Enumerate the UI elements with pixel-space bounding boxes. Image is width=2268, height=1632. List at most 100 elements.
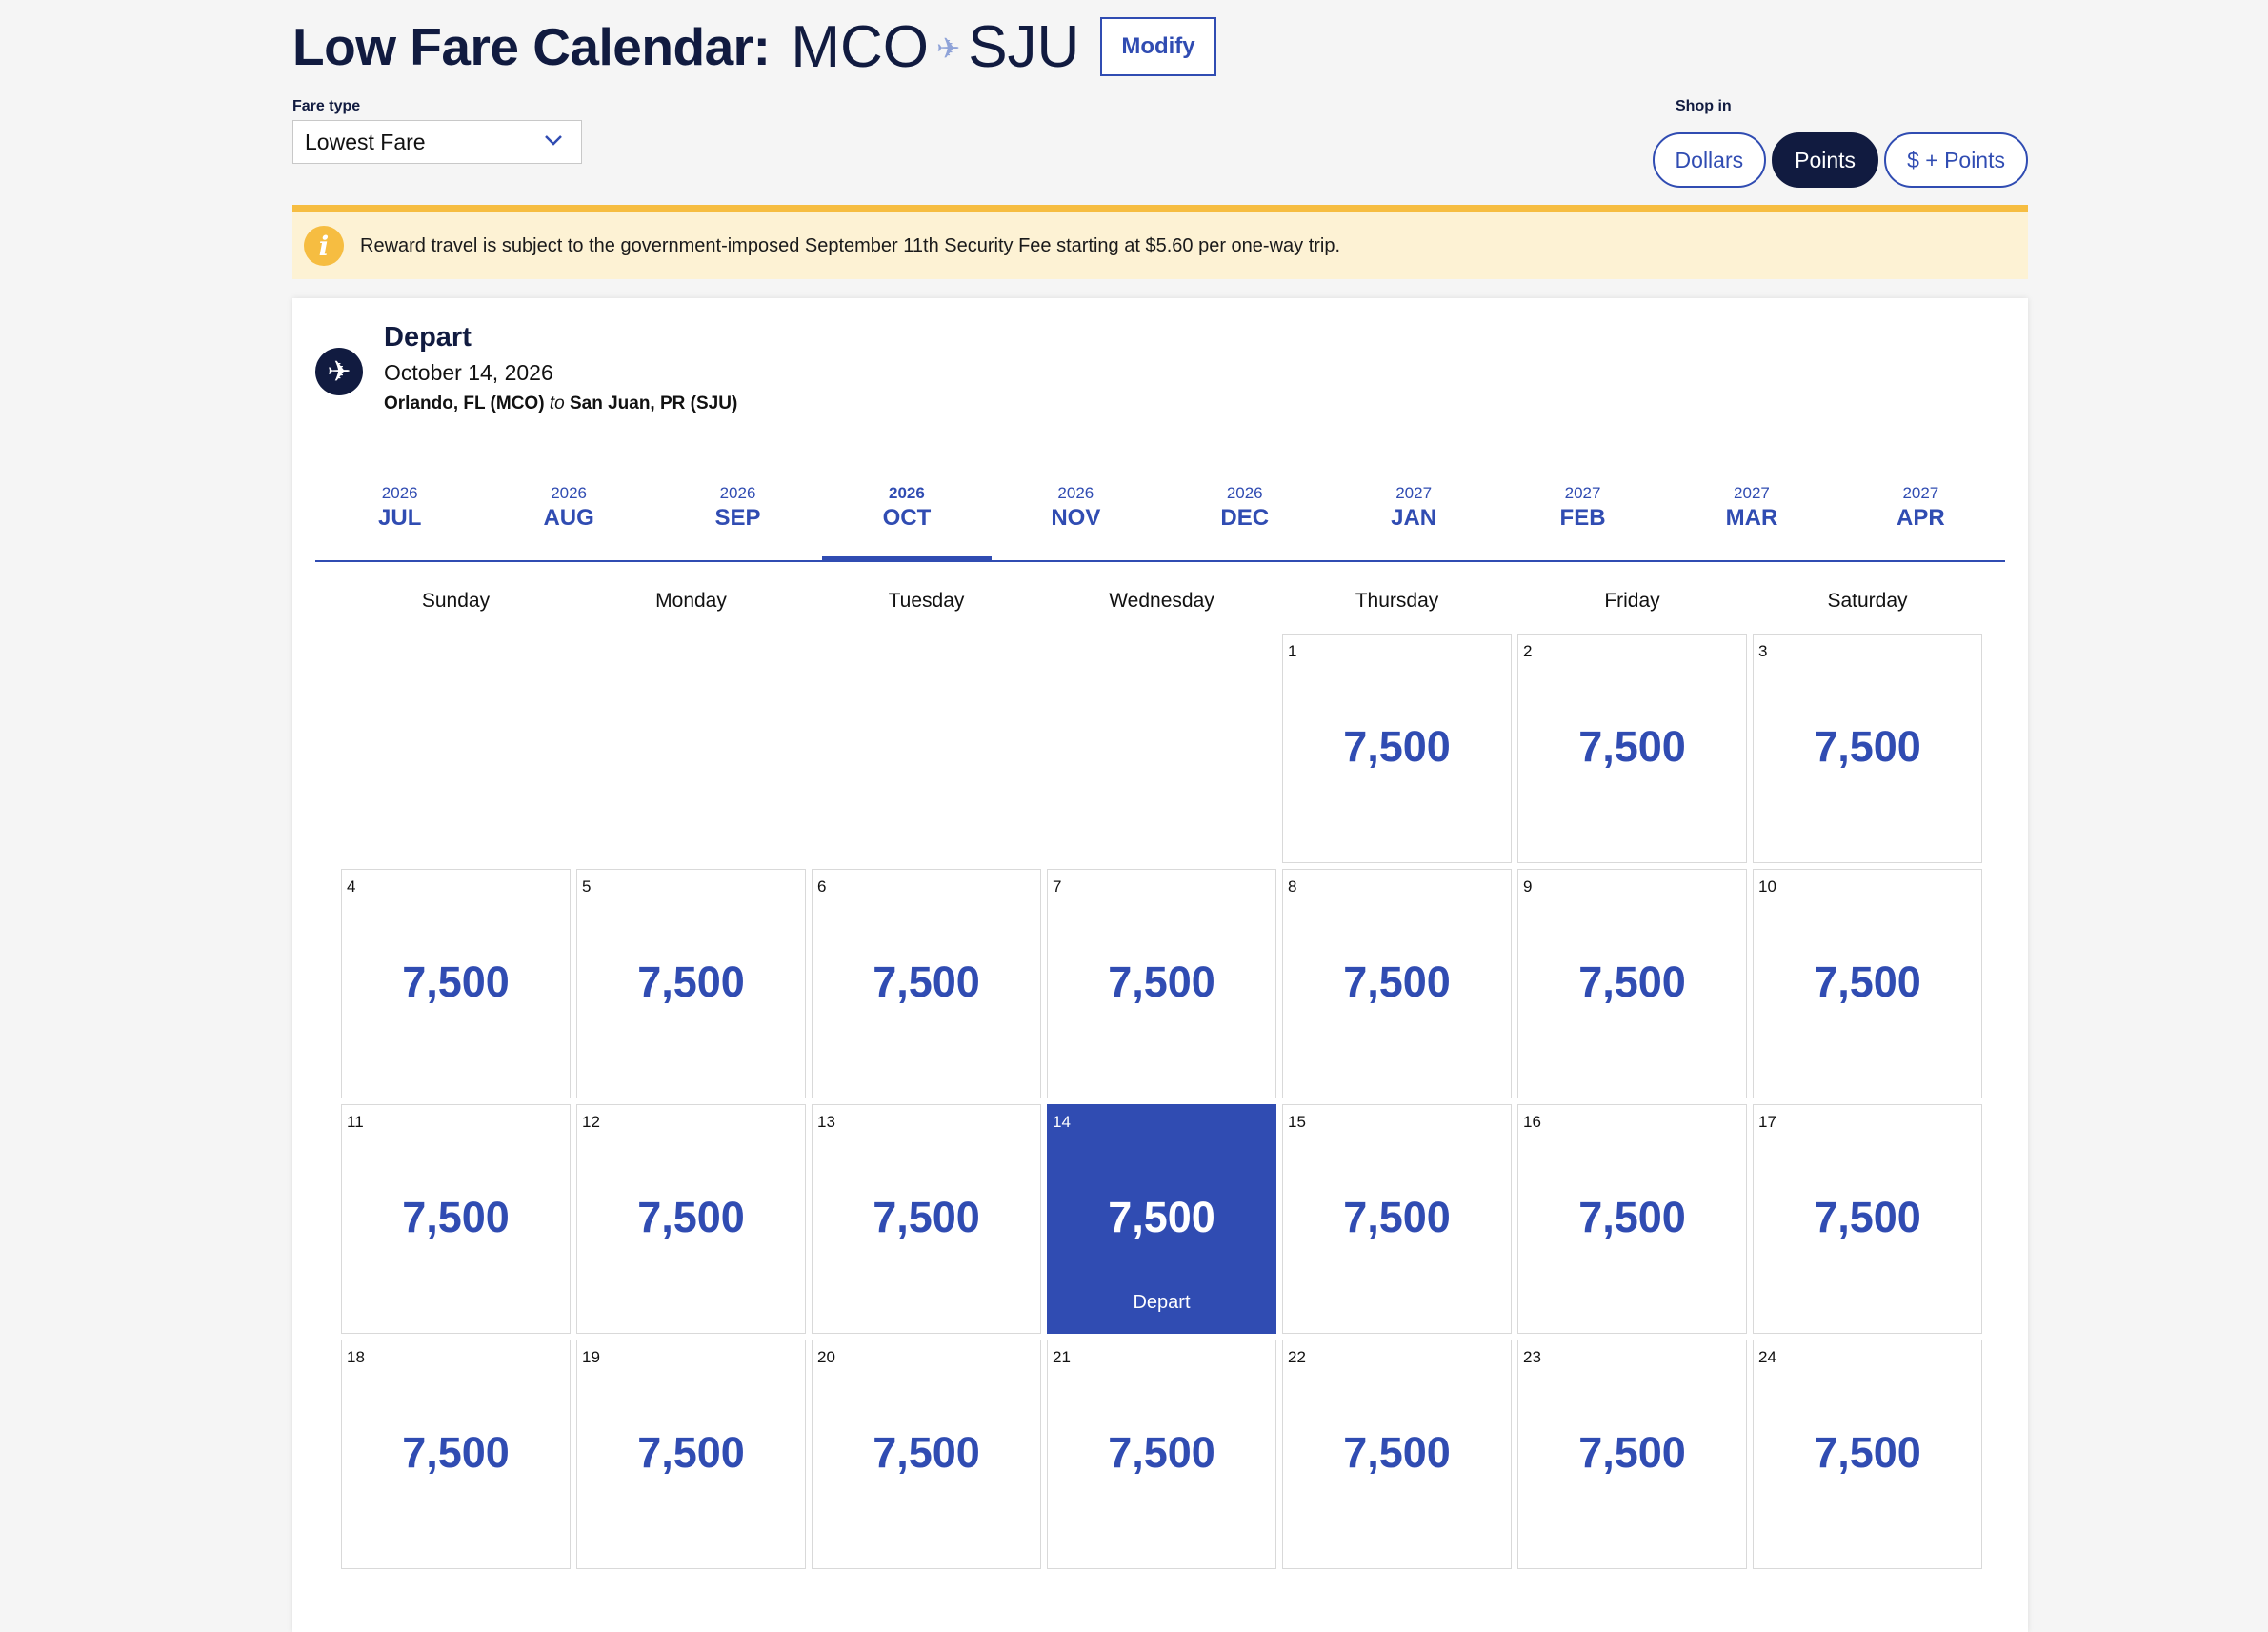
calendar-day-5[interactable]: 5 7,500 [576,869,806,1098]
calendar-day-23[interactable]: 23 7,500 [1517,1340,1747,1569]
shop-in-label: Shop in [1676,98,1732,114]
day-number: 13 [817,1113,835,1131]
tab-feb[interactable]: 2027 FEB [1498,465,1667,560]
calendar-day-1[interactable]: 1 7,500 [1282,634,1512,863]
calendar-day-21[interactable]: 21 7,500 [1047,1340,1276,1569]
calendar-day-11[interactable]: 11 7,500 [341,1104,571,1334]
fare-price: 7,500 [1578,1193,1686,1241]
trip-connector: to [549,393,565,413]
calendar-day-18[interactable]: 18 7,500 [341,1340,571,1569]
tab-month: SEP [714,505,761,531]
selected-day-label: Depart [1133,1292,1191,1313]
calendar-day-19[interactable]: 19 7,500 [576,1340,806,1569]
calendar-day-10[interactable]: 10 7,500 [1753,869,1982,1098]
dollars-plus-points-option[interactable]: $ + Points [1884,132,2028,188]
tab-year: 2026 [719,484,756,502]
tab-aug[interactable]: 2026 AUG [484,465,652,560]
tab-mar[interactable]: 2027 MAR [1667,465,1836,560]
tab-oct[interactable]: 2026 OCT [822,465,993,562]
calendar-day-22[interactable]: 22 7,500 [1282,1340,1512,1569]
fare-price: 7,500 [873,1428,980,1477]
tab-jul[interactable]: 2026 JUL [315,465,484,560]
calendar-day-7[interactable]: 7 7,500 [1047,869,1276,1098]
fare-price: 7,500 [1343,1193,1451,1241]
day-number: 4 [347,877,356,896]
tab-dec[interactable]: 2026 DEC [1160,465,1329,560]
tab-month: APR [1897,505,1945,531]
day-number: 14 [1053,1113,1071,1131]
tab-month: FEB [1559,505,1606,531]
fare-type-value: Lowest Fare [305,129,426,154]
modify-button[interactable]: Modify [1100,17,1216,76]
weekday-sunday: Sunday [421,590,491,612]
trip-to: San Juan, PR (SJU) [569,393,738,413]
calendar-day-15[interactable]: 15 7,500 [1282,1104,1512,1334]
notice-banner: i Reward travel is subject to the govern… [292,205,2028,279]
tab-nov[interactable]: 2026 NOV [992,465,1160,560]
calendar-day-20[interactable]: 20 7,500 [812,1340,1041,1569]
tab-month: AUG [543,505,594,531]
day-number: 9 [1523,877,1533,896]
tab-month: DEC [1220,505,1270,531]
fare-price: 7,500 [402,1428,510,1477]
fare-price: 7,500 [1814,1428,1921,1477]
weekday-monday: Monday [655,590,727,612]
fare-price: 7,500 [1343,1428,1451,1477]
points-option[interactable]: Points [1772,132,1879,188]
month-tabs: 2026 JUL 2026 AUG 2026 SEP 2026 OCT 2026 NOV 2026 D… [315,465,2005,562]
weekday-thursday: Thursday [1355,590,1439,612]
calendar-day-14[interactable]: 14 7,500 Depart [1047,1104,1276,1334]
fare-price: 7,500 [1578,1428,1686,1477]
shop-in-toggle: Dollars Points $ + Points [1652,132,2028,188]
tab-month: JAN [1391,505,1437,531]
calendar-day-4[interactable]: 4 7,500 [341,869,571,1098]
trip-route: Orlando, FL (MCO) to San Juan, PR (SJU) [384,393,737,414]
fare-price: 7,500 [1108,1428,1215,1477]
tab-year: 2026 [1057,484,1094,502]
day-number: 23 [1523,1348,1541,1366]
page-header: Low Fare Calendar: MCO ✈ SJU Modify [292,13,1216,80]
destination-code: SJU [968,13,1080,80]
calendar-day-3[interactable]: 3 7,500 [1753,634,1982,863]
chevron-down-icon [545,135,562,146]
calendar-day-17[interactable]: 17 7,500 [1753,1104,1982,1334]
tab-jan[interactable]: 2027 JAN [1329,465,1497,560]
fare-price: 7,500 [637,1428,745,1477]
tab-sep[interactable]: 2026 SEP [653,465,822,560]
day-number: 5 [582,877,592,896]
calendar-day-24[interactable]: 24 7,500 [1753,1340,1982,1569]
day-number: 19 [582,1348,600,1366]
fare-type-select[interactable]: Lowest Fare [292,120,582,164]
weekday-friday: Friday [1604,590,1660,612]
tab-year: 2027 [1564,484,1601,502]
day-number: 11 [347,1113,364,1131]
tab-year: 2026 [551,484,588,502]
calendar-day-6[interactable]: 6 7,500 [812,869,1041,1098]
airplane-icon: ✈ [936,32,961,65]
weekday-saturday: Saturday [1827,590,1908,612]
day-number: 24 [1758,1348,1776,1366]
fare-type-label: Fare type [292,98,361,114]
weekday-tuesday: Tuesday [888,590,965,612]
day-number: 2 [1523,642,1533,660]
day-number: 18 [347,1348,365,1366]
day-number: 7 [1053,877,1062,896]
day-number: 20 [817,1348,835,1366]
day-number: 12 [582,1113,600,1131]
calendar-day-12[interactable]: 12 7,500 [576,1104,806,1334]
dollars-option[interactable]: Dollars [1652,132,1767,188]
fare-price: 7,500 [1108,957,1215,1006]
calendar-day-9[interactable]: 9 7,500 [1517,869,1747,1098]
fare-price: 7,500 [1578,957,1686,1006]
tab-apr[interactable]: 2027 APR [1836,465,2005,560]
day-number: 15 [1288,1113,1306,1131]
calendar-day-13[interactable]: 13 7,500 [812,1104,1041,1334]
calendar-day-2[interactable]: 2 7,500 [1517,634,1747,863]
fare-price: 7,500 [873,957,980,1006]
airplane-icon: ✈ [315,348,363,395]
fare-price: 7,500 [1578,722,1686,771]
calendar-day-16[interactable]: 16 7,500 [1517,1104,1747,1334]
calendar-day-8[interactable]: 8 7,500 [1282,869,1512,1098]
info-icon: i [304,226,344,266]
tab-year: 2027 [1395,484,1433,502]
